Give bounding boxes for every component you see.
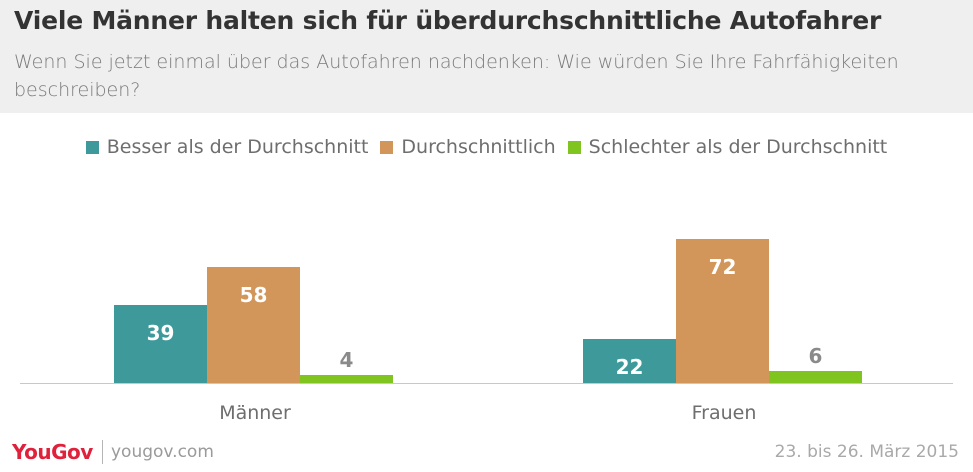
category-label-0: Männer	[219, 402, 291, 424]
legend-swatch-schlechter	[567, 140, 581, 154]
legend-swatch-durchschnittlich	[380, 140, 394, 154]
legend: Besser als der Durchschnitt Durchschnitt…	[0, 133, 973, 161]
legend-label-durchschnittlich: Durchschnittlich	[401, 136, 556, 158]
data-label-schlechter-1: 6	[809, 344, 823, 368]
legend-item-besser: Besser als der Durchschnitt	[85, 136, 369, 158]
legend-swatch-besser	[85, 140, 99, 154]
legend-label-besser: Besser als der Durchschnitt	[106, 136, 369, 158]
bar-schlechter-1	[769, 371, 862, 383]
legend-item-durchschnittlich: Durchschnittlich	[380, 136, 556, 158]
bar-besser-0	[114, 305, 207, 383]
footer-divider	[102, 440, 103, 464]
data-label-durchschnittlich-0: 58	[240, 283, 268, 307]
bar-schlechter-0	[300, 375, 393, 383]
chart-title: Viele Männer halten sich für überdurchsc…	[14, 6, 882, 35]
data-label-durchschnittlich-1: 72	[709, 255, 737, 279]
bar-besser-1	[583, 339, 676, 383]
data-label-besser-1: 22	[616, 355, 644, 379]
footer-date: 23. bis 26. März 2015	[774, 442, 959, 462]
data-label-schlechter-0: 4	[340, 348, 354, 372]
category-label-1: Frauen	[692, 402, 757, 424]
bar-durchschnittlich-0	[207, 267, 300, 383]
footer-site-link[interactable]: yougov.com	[111, 442, 214, 462]
bar-durchschnittlich-1	[676, 239, 769, 383]
chart-subtitle: Wenn Sie jetzt einmal über das Autofahre…	[14, 51, 899, 101]
yougov-logo: YouGov	[12, 440, 93, 464]
legend-label-schlechter: Schlechter als der Durchschnitt	[588, 136, 888, 158]
header-panel: Viele Männer halten sich für überdurchsc…	[0, 0, 973, 113]
data-label-besser-0: 39	[147, 321, 175, 345]
legend-item-schlechter: Schlechter als der Durchschnitt	[567, 136, 888, 158]
